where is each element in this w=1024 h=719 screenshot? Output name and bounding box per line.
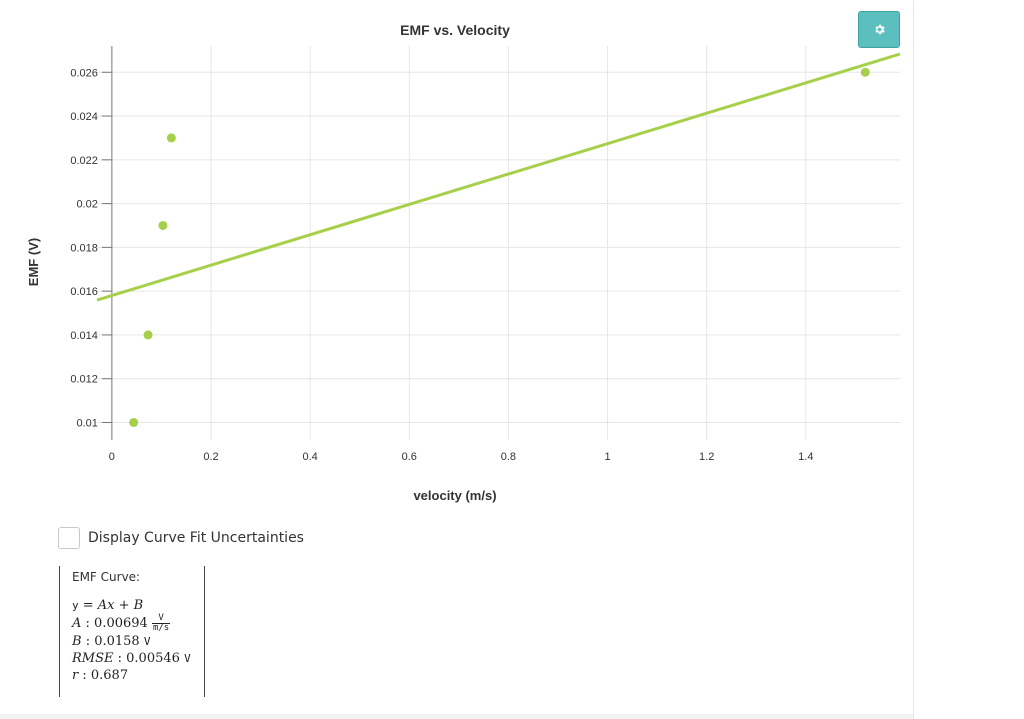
rmse-value: 0.00546 xyxy=(126,651,180,666)
fit-title: EMF Curve: xyxy=(72,570,141,584)
data-point xyxy=(129,417,139,427)
r-value: 0.687 xyxy=(90,668,129,683)
y-tick-label: 0.018 xyxy=(70,242,98,254)
param-a-unit-num: V xyxy=(151,614,171,624)
chart-svg: 0.01 0.012 0.014 0.016 0.018 0.02 0.022 0.024 0.… xyxy=(26,22,901,503)
uncertainties-checkbox[interactable] xyxy=(58,527,80,549)
y-tick-label: 0.01 xyxy=(76,417,97,429)
param-a-value: 0.00694 xyxy=(94,616,148,631)
param-b-unit: V xyxy=(143,635,151,648)
y-tick-label: 0.02 xyxy=(76,199,97,211)
uncertainties-label: Display Curve Fit Uncertainties xyxy=(88,530,304,546)
r-name: r xyxy=(72,668,79,683)
fit-param-b: B : 0.0158 V xyxy=(72,634,151,649)
x-tick-label: 0.8 xyxy=(501,451,516,463)
bottom-strip xyxy=(0,714,913,719)
panel-divider xyxy=(913,0,914,719)
chart-title: EMF vs. Velocity xyxy=(400,22,510,38)
param-b-name: B xyxy=(72,634,82,649)
chart-area: 0.01 0.012 0.014 0.016 0.018 0.02 0.022 0.024 0.… xyxy=(26,22,901,503)
y-tick-label: 0.024 xyxy=(70,111,98,123)
fit-line xyxy=(96,52,901,302)
y-tick-label: 0.012 xyxy=(70,374,98,386)
y-tick-label: 0.022 xyxy=(70,155,98,167)
x-tick-label: 1 xyxy=(604,451,610,463)
data-point xyxy=(158,220,168,230)
x-tick-label: 0 xyxy=(109,451,115,463)
y-tick-label: 0.016 xyxy=(70,286,98,298)
fit-equation: y = Ax + B xyxy=(72,598,144,613)
data-point xyxy=(166,133,176,143)
x-tick-label: 0.6 xyxy=(402,451,417,463)
data-point xyxy=(860,67,870,77)
rmse-name: RMSE xyxy=(72,651,114,666)
data-point xyxy=(143,330,153,340)
y-axis-label: EMF (V) xyxy=(26,238,41,286)
param-b-value: 0.0158 xyxy=(94,634,140,649)
x-tick-label: 1.4 xyxy=(798,451,813,463)
y-tick-label: 0.026 xyxy=(70,67,98,79)
uncertainties-toggle[interactable]: Display Curve Fit Uncertainties xyxy=(58,527,304,549)
fit-rmse: RMSE : 0.00546 V xyxy=(72,651,191,666)
y-tick-label: 0.014 xyxy=(70,330,98,342)
equation-y: y xyxy=(72,599,79,612)
param-a-name: A xyxy=(72,616,82,631)
rmse-unit: V xyxy=(184,652,191,665)
equation-rhs: Ax + B xyxy=(97,598,144,613)
settings-button[interactable] xyxy=(858,11,900,48)
fit-r: r : 0.687 xyxy=(72,668,129,683)
x-tick-label: 1.2 xyxy=(699,451,714,463)
gear-icon xyxy=(874,24,885,35)
x-tick-label: 0.2 xyxy=(203,451,218,463)
x-tick-label: 0.4 xyxy=(302,451,317,463)
param-a-unit-den: m/s xyxy=(152,623,170,633)
x-axis-label: velocity (m/s) xyxy=(413,488,496,503)
